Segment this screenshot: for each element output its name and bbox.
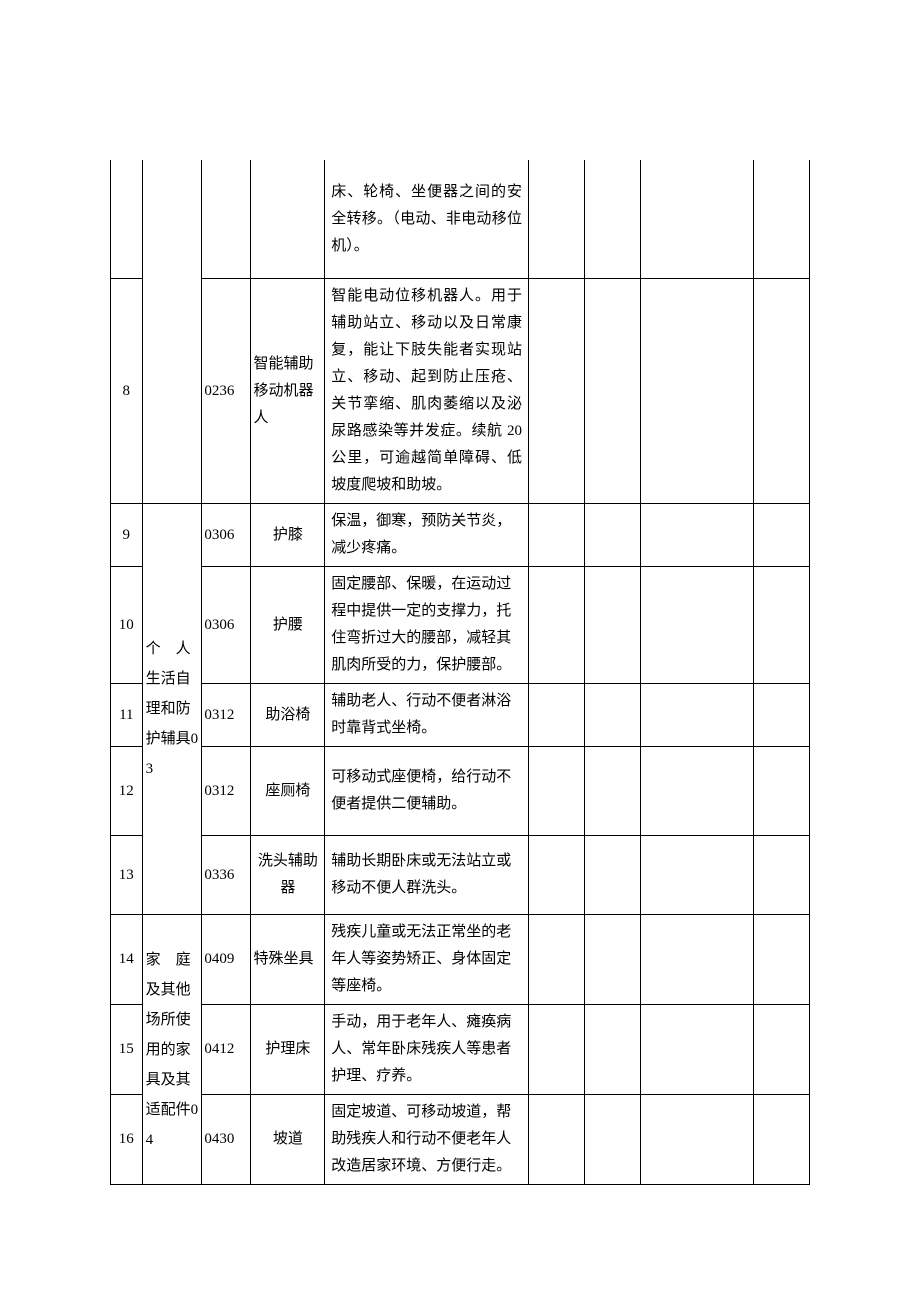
cell-blank [641, 1095, 753, 1185]
cell-name: 护理床 [251, 1005, 325, 1095]
cell-blank [528, 1095, 584, 1185]
table-row: 15 0412 护理床 手动，用于老年人、瘫痪病人、常年卧床残疾人等患者护理、疗… [111, 1005, 810, 1095]
cell-name: 护腰 [251, 567, 325, 684]
cell-blank [528, 684, 584, 747]
cell-code: 0312 [202, 747, 251, 836]
cell-blank [528, 915, 584, 1005]
cell-code [202, 160, 251, 279]
cell-blank [753, 504, 809, 567]
cell-idx: 8 [111, 279, 143, 504]
cell-desc: 辅助长期卧床或无法站立或移动不便人群洗头。 [325, 836, 529, 915]
cell-blank [528, 279, 584, 504]
cell-blank [528, 160, 584, 279]
cell-blank [528, 836, 584, 915]
cell-desc: 床、轮椅、坐便器之间的安全转移。（电动、非电动移位机）。 [325, 160, 529, 279]
cell-blank [585, 279, 641, 504]
cell-blank [585, 915, 641, 1005]
table-row: 12 0312 座厕椅 可移动式座便椅，给行动不便者提供二便辅助。 [111, 747, 810, 836]
cell-blank [528, 1005, 584, 1095]
cell-code: 0412 [202, 1005, 251, 1095]
cell-blank [585, 747, 641, 836]
cell-blank [585, 1005, 641, 1095]
cell-desc: 固定坡道、可移动坡道，帮助残疾人和行动不便老年人改造居家环境、方便行走。 [325, 1095, 529, 1185]
table-row: 10 0306 护腰 固定腰部、保暖，在运动过程中提供一定的支撑力，托住弯折过大… [111, 567, 810, 684]
table-row: 8 0236 智能辅助移动机器人 智能电动位移机器人。用于辅助站立、移动以及日常… [111, 279, 810, 504]
cell-blank [753, 915, 809, 1005]
cell-code: 0312 [202, 684, 251, 747]
cell-category [142, 160, 202, 504]
cell-blank [641, 1005, 753, 1095]
cell-name: 座厕椅 [251, 747, 325, 836]
equipment-table: 床、轮椅、坐便器之间的安全转移。（电动、非电动移位机）。 8 0236 智能辅助… [110, 160, 810, 1185]
cell-code: 0236 [202, 279, 251, 504]
cell-desc: 保温，御寒，预防关节炎，减少疼痛。 [325, 504, 529, 567]
cell-name: 护膝 [251, 504, 325, 567]
cell-blank [641, 747, 753, 836]
cell-blank [528, 567, 584, 684]
cell-blank [641, 504, 753, 567]
cell-code: 0409 [202, 915, 251, 1005]
table-row: 9 个 人生活自理和防护辅具03 0306 护膝 保温，御寒，预防关节炎，减少疼… [111, 504, 810, 567]
cell-code: 0306 [202, 567, 251, 684]
cell-name: 智能辅助移动机器人 [251, 279, 325, 504]
cell-code: 0336 [202, 836, 251, 915]
cell-desc: 固定腰部、保暖，在运动过程中提供一定的支撑力，托住弯折过大的腰部，减轻其肌肉所受… [325, 567, 529, 684]
cell-blank [528, 504, 584, 567]
cell-idx: 14 [111, 915, 143, 1005]
cell-blank [585, 684, 641, 747]
cell-idx: 10 [111, 567, 143, 684]
table-row: 14 家 庭及其他场所使用的家具及其适配件04 0409 特殊坐具 残疾儿童或无… [111, 915, 810, 1005]
cell-blank [585, 160, 641, 279]
cell-name: 坡道 [251, 1095, 325, 1185]
cell-blank [585, 836, 641, 915]
cell-blank [753, 279, 809, 504]
cell-blank [641, 567, 753, 684]
cell-name [251, 160, 325, 279]
cell-name: 洗头辅助器 [251, 836, 325, 915]
cell-blank [753, 684, 809, 747]
cell-idx: 13 [111, 836, 143, 915]
cell-blank [585, 567, 641, 684]
cell-idx: 16 [111, 1095, 143, 1185]
cell-desc: 残疾儿童或无法正常坐的老年人等姿势矫正、身体固定等座椅。 [325, 915, 529, 1005]
cell-blank [753, 836, 809, 915]
cell-category: 个 人生活自理和防护辅具03 [142, 504, 202, 915]
cell-code: 0430 [202, 1095, 251, 1185]
table-row: 床、轮椅、坐便器之间的安全转移。（电动、非电动移位机）。 [111, 160, 810, 279]
cell-blank [585, 1095, 641, 1185]
table-row: 16 0430 坡道 固定坡道、可移动坡道，帮助残疾人和行动不便老年人改造居家环… [111, 1095, 810, 1185]
cell-blank [528, 747, 584, 836]
cell-blank [753, 160, 809, 279]
cell-blank [641, 836, 753, 915]
table-row: 11 0312 助浴椅 辅助老人、行动不便者淋浴时靠背式坐椅。 [111, 684, 810, 747]
cell-desc: 手动，用于老年人、瘫痪病人、常年卧床残疾人等患者护理、疗养。 [325, 1005, 529, 1095]
cell-idx: 12 [111, 747, 143, 836]
cell-name: 助浴椅 [251, 684, 325, 747]
cell-code: 0306 [202, 504, 251, 567]
cell-idx: 9 [111, 504, 143, 567]
cell-blank [753, 567, 809, 684]
cell-blank [753, 747, 809, 836]
cell-desc: 智能电动位移机器人。用于辅助站立、移动以及日常康复，能让下肢失能者实现站立、移动… [325, 279, 529, 504]
cell-desc: 可移动式座便椅，给行动不便者提供二便辅助。 [325, 747, 529, 836]
cell-idx: 11 [111, 684, 143, 747]
cell-blank [585, 504, 641, 567]
table-body: 床、轮椅、坐便器之间的安全转移。（电动、非电动移位机）。 8 0236 智能辅助… [111, 160, 810, 1185]
cell-blank [641, 915, 753, 1005]
cell-blank [753, 1005, 809, 1095]
cell-name: 特殊坐具 [251, 915, 325, 1005]
cell-blank [641, 684, 753, 747]
cell-blank [641, 160, 753, 279]
document-page: 床、轮椅、坐便器之间的安全转移。（电动、非电动移位机）。 8 0236 智能辅助… [0, 0, 920, 1301]
cell-idx: 15 [111, 1005, 143, 1095]
table-row: 13 0336 洗头辅助器 辅助长期卧床或无法站立或移动不便人群洗头。 [111, 836, 810, 915]
cell-category: 家 庭及其他场所使用的家具及其适配件04 [142, 915, 202, 1185]
cell-blank [641, 279, 753, 504]
cell-blank [753, 1095, 809, 1185]
cell-desc: 辅助老人、行动不便者淋浴时靠背式坐椅。 [325, 684, 529, 747]
cell-idx [111, 160, 143, 279]
